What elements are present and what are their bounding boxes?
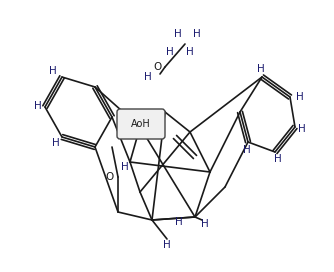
Text: H: H [163,240,171,250]
Text: H: H [49,66,57,76]
Text: H: H [186,47,194,57]
Text: O: O [106,172,114,182]
Text: H: H [175,217,183,227]
Text: H: H [274,154,282,164]
Text: H: H [166,47,174,57]
Text: H: H [201,219,209,229]
Text: H: H [298,124,306,134]
Text: H: H [243,145,251,155]
Text: H: H [144,72,152,82]
FancyBboxPatch shape [117,109,165,139]
Text: AoH: AoH [131,119,151,129]
Text: H: H [129,115,137,125]
Text: H: H [34,101,42,111]
Text: H: H [52,138,60,148]
Text: H: H [121,162,129,172]
Text: H: H [174,29,182,39]
Text: O: O [153,62,161,72]
Text: H: H [257,64,265,74]
Text: H: H [296,92,304,102]
Text: H: H [193,29,201,39]
